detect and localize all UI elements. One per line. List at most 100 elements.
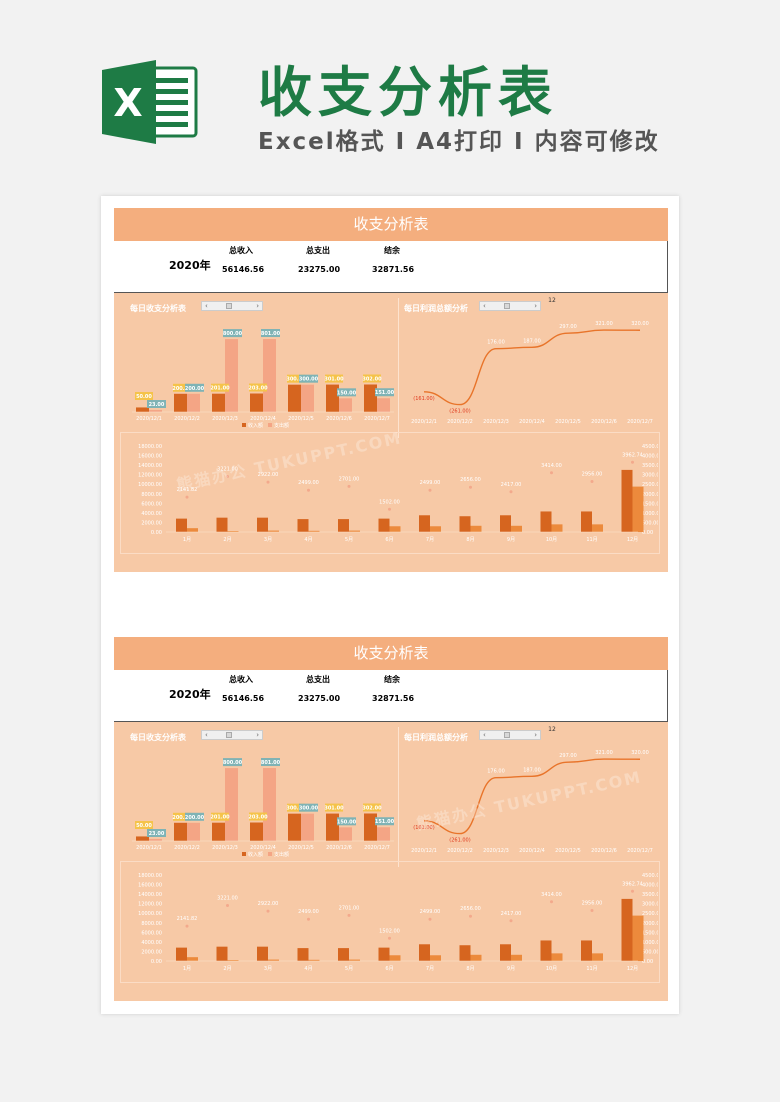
x-tick-label: 2020/12/1 (136, 416, 162, 422)
expense-label-box (223, 329, 242, 338)
monthly-point-label: 2956.00 (582, 472, 603, 478)
profit-chart-title: 每日利润总额分析 (404, 304, 468, 313)
monthly-point-label: 2922.00 (258, 472, 279, 478)
right-axis-tick: 1000.00 (642, 940, 658, 946)
daily-chart-title: 每日收支分析表 (130, 733, 186, 742)
expense-bar (149, 838, 162, 841)
x-tick-label: 10月 (546, 537, 557, 543)
legend-expense-label: 支出额 (274, 851, 289, 858)
scroll-right-icon[interactable]: › (534, 302, 537, 310)
monthly-point-label: 3962.74 (622, 452, 643, 458)
x-tick-label: 10月 (546, 966, 557, 972)
monthly-expense-bar (551, 953, 563, 961)
x-tick-label: 2月 (223, 537, 231, 543)
x-tick-label: 11月 (586, 966, 597, 972)
daily-scrollbar[interactable]: ‹ › (201, 730, 263, 740)
expense-data-label: 151.00 (375, 819, 395, 825)
scroll-right-icon[interactable]: › (534, 731, 537, 739)
profit-data-label: 297.00 (559, 753, 577, 759)
profit-top-label: 12 (548, 297, 556, 304)
x-tick-label: 2020/12/7 (364, 845, 390, 851)
monthly-point (226, 474, 229, 478)
monthly-expense-bar (511, 954, 522, 961)
income-value: 56146.56 (222, 265, 265, 274)
scroll-right-icon[interactable]: › (256, 731, 259, 739)
scroll-thumb[interactable] (504, 732, 510, 738)
left-axis-tick: 8000.00 (141, 492, 162, 498)
scroll-left-icon[interactable]: ‹ (483, 302, 486, 310)
scroll-left-icon[interactable]: ‹ (483, 731, 486, 739)
income-label: 总收入 (229, 675, 253, 684)
monthly-point-label: 2656.00 (460, 906, 481, 912)
right-axis-tick: 3000.00 (642, 473, 658, 479)
x-tick-label: 2020/12/4 (519, 419, 545, 424)
sheet-page-2: 收支分析表 2020年 总收入 总支出 结余 56146.56 23275.00… (114, 637, 668, 1001)
summary-row: 2020年 总收入 总支出 结余 56146.56 23275.00 32871… (114, 670, 668, 722)
expense-bar (377, 398, 390, 412)
expense-value: 23275.00 (298, 694, 341, 703)
page-header: X 收支分析表 Excel格式 Ⅰ A4打印 Ⅰ 内容可修改 (0, 0, 780, 190)
x-tick-label: 2020/12/5 (555, 419, 581, 424)
x-tick-label: 2020/12/3 (483, 419, 509, 424)
expense-bar (187, 822, 200, 841)
scroll-thumb[interactable] (226, 732, 232, 738)
expense-label-box (299, 374, 318, 383)
monthly-expense-bar (430, 526, 441, 532)
x-tick-label: 2020/12/5 (288, 845, 314, 851)
scroll-left-icon[interactable]: ‹ (205, 302, 208, 310)
monthly-point (347, 484, 351, 488)
profit-data-label: (161.00) (413, 825, 434, 831)
scroll-thumb[interactable] (226, 303, 232, 309)
monthly-income-bar (297, 948, 309, 961)
document-preview: 收支分析表 2020年 总收入 总支出 结余 56146.56 23275.00… (101, 196, 679, 1014)
scroll-thumb[interactable] (504, 303, 510, 309)
expense-label-box (261, 329, 280, 338)
right-axis-tick: 4000.00 (642, 454, 658, 460)
income-bar (288, 384, 301, 412)
income-bar (136, 407, 149, 412)
x-tick-label: 2020/12/7 (364, 416, 390, 422)
income-bar (326, 384, 339, 412)
right-axis-tick: 1000.00 (642, 511, 658, 517)
monthly-point (347, 913, 351, 917)
expense-data-label: 150.00 (337, 390, 357, 396)
profit-scrollbar[interactable]: ‹ › (479, 301, 541, 311)
income-bar (364, 384, 377, 412)
x-tick-label: 2020/12/6 (326, 845, 352, 851)
income-bar (364, 813, 377, 841)
x-tick-label: 2020/12/3 (212, 845, 238, 851)
left-axis-tick: 6000.00 (141, 501, 162, 507)
monthly-expense-bar (227, 531, 239, 532)
page-subtitle: Excel格式 Ⅰ A4打印 Ⅰ 内容可修改 (258, 129, 660, 155)
scroll-right-icon[interactable]: › (256, 302, 259, 310)
x-tick-label: 2020/12/6 (591, 848, 617, 853)
legend-income-swatch (242, 852, 246, 856)
daily-scrollbar[interactable]: ‹ › (201, 301, 263, 311)
profit-top-label: 12 (548, 726, 556, 733)
monthly-point-label: 2922.00 (258, 901, 279, 907)
income-bar (212, 822, 225, 841)
left-axis-tick: 8000.00 (141, 921, 162, 927)
x-tick-label: 2020/12/6 (326, 416, 352, 422)
profit-data-label: 321.00 (595, 321, 613, 327)
monthly-point-label: 1502.00 (379, 499, 400, 505)
left-axis-tick: 14000.00 (138, 463, 162, 469)
sheet-page-1: 收支分析表 2020年 总收入 总支出 结余 56146.56 23275.00… (114, 208, 668, 572)
monthly-income-bar (378, 518, 390, 532)
scroll-left-icon[interactable]: ‹ (205, 731, 208, 739)
income-label-box (287, 374, 305, 383)
profit-scrollbar[interactable]: ‹ › (479, 730, 541, 740)
monthly-point-label: 3221.00 (217, 895, 238, 901)
income-label-box (325, 803, 343, 812)
x-tick-label: 5月 (345, 537, 353, 543)
x-tick-label: 1月 (183, 537, 191, 543)
expense-label-box (299, 803, 318, 812)
monthly-expense-bar (632, 486, 644, 532)
monthly-point-label: 2417.00 (501, 482, 522, 488)
expense-bar (225, 339, 238, 412)
x-tick-label: 6月 (385, 966, 393, 972)
income-label-box (325, 374, 343, 383)
x-tick-label: 2020/12/6 (591, 419, 617, 424)
income-data-label: 201.00 (210, 815, 230, 821)
